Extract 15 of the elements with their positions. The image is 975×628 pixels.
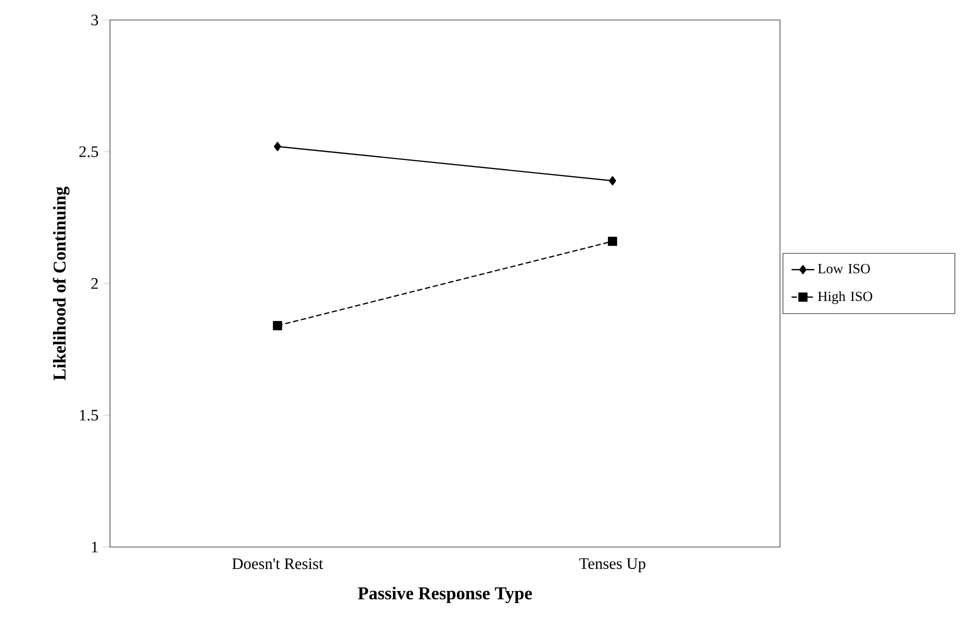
- y-tick-label: 1: [92, 542, 98, 552]
- x-tick-label: Tenses Up: [579, 558, 646, 572]
- x-axis-title: Passive Response Type: [358, 586, 532, 604]
- y-axis-title: Likelihood of Continuing: [52, 186, 70, 380]
- point: [608, 176, 616, 186]
- point: [272, 321, 282, 330]
- point: [608, 236, 618, 246]
- legend-label: High ISO: [818, 291, 872, 304]
- y-tick-label: 1.5: [80, 410, 98, 421]
- y-tick-label: 3: [91, 14, 98, 26]
- legend-label: Low ISO: [818, 264, 870, 274]
- y-tick-label: 2: [91, 278, 98, 289]
- point: [274, 142, 282, 152]
- y-tick-label: 2.5: [79, 146, 98, 158]
- x-tick-label: Doesn't Resist: [232, 558, 324, 570]
